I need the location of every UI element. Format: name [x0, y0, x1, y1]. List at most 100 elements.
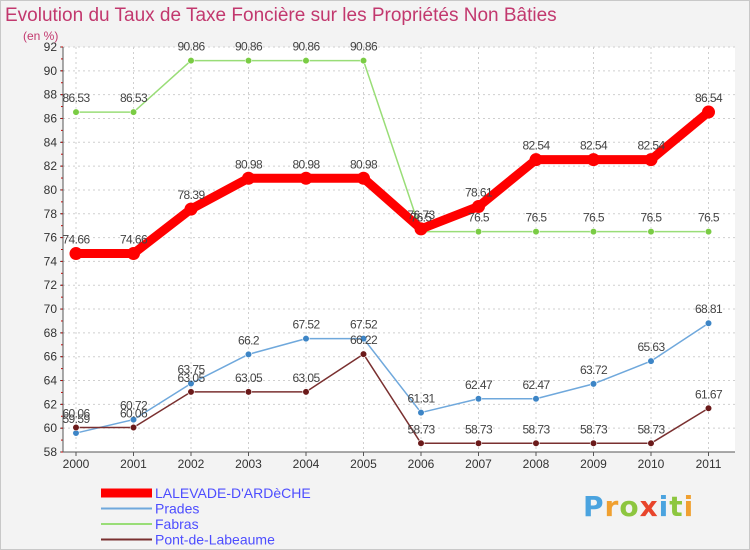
y-tick-label: 74 — [44, 254, 58, 268]
data-point — [474, 228, 483, 236]
data-point — [532, 228, 540, 236]
x-tick-label: 2002 — [178, 457, 205, 471]
data-point — [359, 56, 368, 65]
x-tick-label: 2008 — [523, 457, 550, 471]
logo-letter: t — [669, 490, 684, 523]
data-label: 68.81 — [695, 302, 723, 316]
y-tick-label: 72 — [44, 278, 58, 292]
data-point — [647, 228, 655, 236]
data-label: 76.5 — [468, 211, 490, 225]
y-tick-label: 78 — [44, 207, 58, 221]
data-label: 76.73 — [407, 208, 435, 222]
y-tick-label: 90 — [44, 64, 58, 78]
data-label: 76.5 — [526, 211, 548, 225]
proxiti-logo: Proxiti — [583, 490, 694, 523]
series-markers — [69, 56, 715, 447]
data-label: 61.67 — [695, 387, 723, 401]
data-point — [129, 416, 138, 424]
data-point — [244, 388, 253, 396]
data-label: 59.59 — [62, 412, 90, 426]
y-tick-label: 70 — [44, 302, 58, 316]
data-label: 74.66 — [120, 233, 148, 247]
data-point — [72, 108, 80, 116]
data-point — [417, 408, 425, 417]
data-label: 82.54 — [522, 139, 550, 153]
data-point — [474, 395, 483, 403]
axes: 58 60 62 64 66 68 70 72 74 76 78 80 82 84 86 88 90 92 2000… — [44, 40, 735, 471]
series-line-3 — [76, 353, 709, 445]
data-point — [587, 153, 600, 167]
data-point — [129, 108, 138, 116]
legend: LALEVADE-D'ARDèCHEPradesFabrasPont-de-La… — [101, 485, 311, 548]
data-point — [187, 56, 195, 65]
data-label: 86.53 — [120, 91, 148, 105]
y-tick-label: 76 — [44, 231, 58, 245]
plot-area — [63, 47, 735, 452]
data-point — [302, 388, 310, 396]
data-label: 86.54 — [695, 91, 723, 105]
data-label: 62.47 — [465, 378, 493, 392]
data-point — [532, 439, 540, 447]
data-label: 66.22 — [350, 333, 378, 347]
y-tick-label: 66 — [44, 350, 58, 364]
data-label: 90.86 — [177, 40, 205, 54]
x-tick-label: 2005 — [350, 457, 377, 471]
data-label: 60.06 — [62, 406, 90, 420]
x-tick-label: 2000 — [63, 457, 90, 471]
x-tick-label: 2003 — [235, 457, 262, 471]
data-label: 78.61 — [465, 185, 493, 199]
data-label: 58.73 — [637, 422, 665, 436]
data-label: 63.05 — [177, 371, 205, 385]
data-point — [589, 380, 598, 388]
data-label: 80.98 — [350, 157, 378, 171]
y-tick-label: 82 — [44, 159, 58, 173]
y-tick-label: 92 — [44, 40, 58, 54]
data-point — [242, 171, 255, 185]
logo-letter: i — [658, 490, 670, 523]
data-label: 76.5 — [698, 211, 720, 225]
data-label: 67.52 — [350, 318, 378, 332]
data-point — [127, 247, 140, 261]
y-tick-label: 68 — [44, 326, 58, 340]
x-tick-label: 2009 — [580, 457, 607, 471]
logo-letter: r — [604, 490, 620, 523]
data-point — [644, 153, 658, 167]
y-tick-label: 88 — [44, 88, 58, 102]
data-point — [704, 404, 713, 412]
data-label: 58.73 — [580, 422, 608, 436]
y-tick-label: 60 — [44, 421, 58, 435]
data-point — [244, 56, 253, 65]
data-point — [359, 350, 368, 358]
data-point — [357, 171, 370, 185]
data-label: 65.63 — [637, 340, 665, 354]
data-label: 58.73 — [407, 422, 435, 436]
data-point — [529, 153, 543, 167]
data-label: 80.98 — [292, 157, 320, 171]
data-point — [187, 379, 195, 388]
y-tick-label: 80 — [44, 183, 58, 197]
data-label: 90.86 — [350, 40, 378, 54]
data-point — [704, 228, 713, 236]
x-tick-label: 2007 — [465, 457, 492, 471]
series-lines — [75, 59, 712, 445]
data-label: 60.06 — [120, 406, 148, 420]
data-point — [704, 319, 713, 327]
y-tick-label: 84 — [44, 135, 58, 149]
legend-label: Pont-de-Labeaume — [155, 532, 275, 548]
data-label: 63.75 — [177, 363, 205, 377]
data-label: 66.2 — [238, 333, 260, 347]
y-tick-label: 62 — [44, 397, 58, 411]
logo-letter: o — [619, 490, 640, 523]
data-point — [69, 247, 83, 261]
data-label: 80.98 — [235, 157, 263, 171]
legend-label: LALEVADE-D'ARDèCHE — [155, 485, 311, 501]
data-point — [532, 395, 540, 403]
data-point — [302, 56, 310, 65]
data-label: 62.47 — [522, 378, 550, 392]
x-tick-label: 2010 — [638, 457, 665, 471]
data-point — [184, 202, 198, 216]
data-label: 61.31 — [407, 392, 435, 406]
x-tick-label: 2006 — [408, 457, 435, 471]
y-tick-label: 86 — [44, 111, 58, 125]
